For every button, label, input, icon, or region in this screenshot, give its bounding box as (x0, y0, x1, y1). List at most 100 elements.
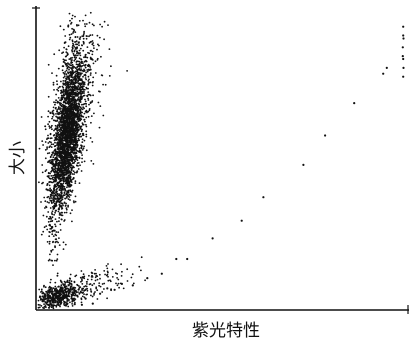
data-point (61, 198, 64, 201)
data-point (57, 302, 60, 305)
data-point (90, 49, 92, 52)
data-point (62, 290, 65, 293)
data-point (65, 129, 67, 132)
data-point (91, 302, 94, 305)
data-point (69, 139, 72, 142)
data-point (71, 297, 74, 300)
data-point (86, 95, 89, 98)
data-point (79, 64, 82, 67)
data-point (57, 134, 60, 136)
data-point (93, 47, 95, 49)
data-point (44, 294, 46, 296)
data-point (61, 134, 63, 137)
data-point (72, 136, 74, 139)
data-point (56, 272, 59, 275)
data-point (100, 55, 102, 58)
data-point (72, 30, 75, 33)
data-point (54, 180, 57, 183)
data-point (77, 80, 79, 83)
data-point (45, 169, 48, 171)
data-point (56, 101, 59, 104)
data-point (57, 113, 59, 116)
data-point (89, 72, 92, 74)
data-point (56, 110, 59, 113)
data-point (75, 155, 78, 157)
data-point (64, 290, 67, 293)
data-point (83, 32, 85, 34)
data-point (48, 291, 51, 294)
data-point (72, 134, 75, 137)
data-point (64, 133, 66, 135)
data-point (73, 281, 76, 284)
data-point (40, 116, 43, 118)
data-point (96, 48, 98, 51)
data-point (68, 171, 71, 174)
data-point (49, 187, 51, 190)
data-point (47, 297, 50, 299)
data-point (62, 93, 65, 96)
data-point (74, 171, 76, 174)
data-point (56, 155, 58, 157)
data-point (71, 47, 74, 50)
data-point (69, 190, 72, 193)
data-point (56, 192, 59, 195)
data-point (56, 195, 59, 198)
data-point (75, 56, 78, 59)
data-point (51, 226, 54, 229)
data-point (53, 171, 56, 174)
data-point (66, 186, 68, 189)
data-point (71, 56, 73, 59)
data-point (85, 135, 88, 138)
data-point (49, 296, 51, 299)
data-point (89, 74, 92, 76)
data-point (49, 228, 52, 230)
data-point (77, 291, 79, 293)
data-point (55, 188, 58, 191)
data-point (71, 291, 74, 293)
data-point (69, 172, 72, 175)
data-point (74, 58, 77, 61)
data-point (82, 88, 85, 91)
data-point (50, 170, 52, 173)
data-point (59, 118, 62, 120)
data-point (69, 58, 72, 60)
data-point (51, 110, 54, 113)
data-point (71, 39, 74, 42)
data-point (69, 212, 72, 215)
data-point (88, 78, 90, 81)
data-point (56, 144, 58, 146)
data-point (71, 61, 74, 64)
data-point (73, 153, 75, 155)
data-point (71, 158, 73, 161)
data-point (116, 277, 118, 279)
data-point (79, 54, 82, 57)
data-point (67, 62, 69, 65)
data-point (94, 276, 97, 279)
data-point (71, 178, 74, 181)
data-point (101, 283, 104, 285)
data-point (75, 78, 78, 81)
data-point (70, 287, 72, 290)
data-point (49, 112, 52, 115)
data-point (56, 88, 58, 91)
data-point (79, 87, 82, 89)
data-point (69, 117, 71, 119)
data-point (78, 41, 80, 44)
data-point (86, 87, 88, 90)
data-point (64, 122, 66, 124)
data-point (70, 118, 73, 120)
data-point (60, 192, 63, 195)
data-point (98, 126, 101, 129)
data-point (60, 204, 62, 207)
data-point (44, 298, 47, 300)
data-point (57, 241, 59, 244)
data-point (60, 284, 63, 287)
data-point (68, 78, 70, 80)
data-point (76, 43, 79, 46)
data-point (84, 25, 87, 28)
data-point (80, 130, 83, 133)
data-point (132, 282, 135, 285)
data-point (402, 37, 405, 40)
data-point (106, 270, 109, 273)
data-point (53, 207, 56, 210)
